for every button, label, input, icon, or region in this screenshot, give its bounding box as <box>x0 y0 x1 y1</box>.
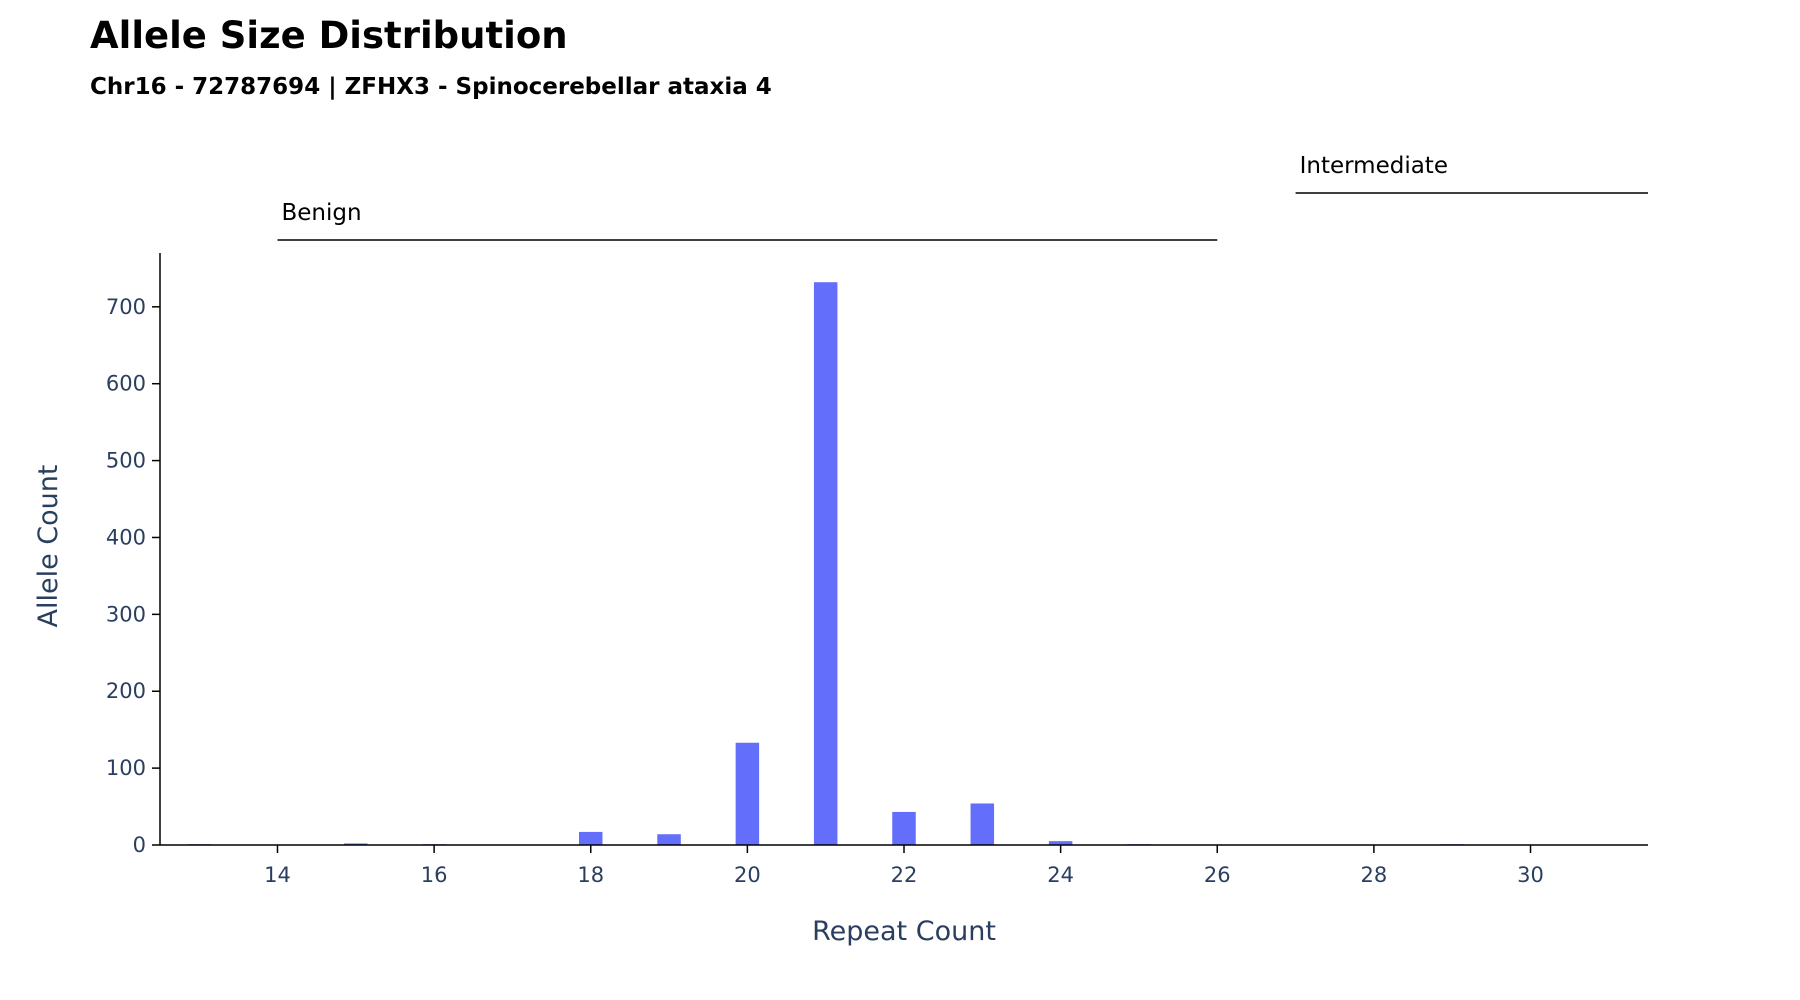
bar-23 <box>970 803 995 845</box>
x-tick-label-18: 18 <box>577 863 604 887</box>
y-tick-label-600: 600 <box>106 372 146 396</box>
x-tick-label-28: 28 <box>1361 863 1388 887</box>
y-tick-label-500: 500 <box>106 449 146 473</box>
bar-19 <box>657 834 681 845</box>
x-tick-label-14: 14 <box>264 863 291 887</box>
x-tick-label-16: 16 <box>421 863 448 887</box>
x-tick-label-20: 20 <box>734 863 761 887</box>
bar-21 <box>813 282 838 845</box>
y-tick-label-700: 700 <box>106 295 146 319</box>
bar-15 <box>344 843 368 845</box>
region-label-0: Benign <box>281 200 361 226</box>
y-tick-label-400: 400 <box>106 525 146 549</box>
bar-18 <box>578 831 603 845</box>
bar-24 <box>1048 841 1073 845</box>
y-tick-label-0: 0 <box>133 833 146 857</box>
x-tick-label-26: 26 <box>1204 863 1231 887</box>
bars <box>187 282 1464 845</box>
y-tick-label-100: 100 <box>106 756 146 780</box>
chart-subtitle: Chr16 - 72787694 | ZFHX3 - Spinocerebell… <box>90 74 772 100</box>
y-tick-label-200: 200 <box>106 679 146 703</box>
region-label-1: Intermediate <box>1300 153 1448 179</box>
region-annotations: Benign Intermediate <box>277 153 1648 241</box>
x-tick-label-24: 24 <box>1047 863 1074 887</box>
x-tick-label-30: 30 <box>1517 863 1544 887</box>
x-tick-label-22: 22 <box>891 863 918 887</box>
y-tick-label-300: 300 <box>106 602 146 626</box>
x-axis-title: Repeat Count <box>812 916 996 947</box>
chart-title: Allele Size Distribution <box>90 14 568 57</box>
bar-22 <box>892 811 916 845</box>
bar-20 <box>735 742 760 845</box>
axes: 0 100 200 300 400 500 600 700 14 16 18 20 22 24 26 28 30 <box>106 253 1648 887</box>
y-axis-title: Allele Count <box>33 465 64 628</box>
